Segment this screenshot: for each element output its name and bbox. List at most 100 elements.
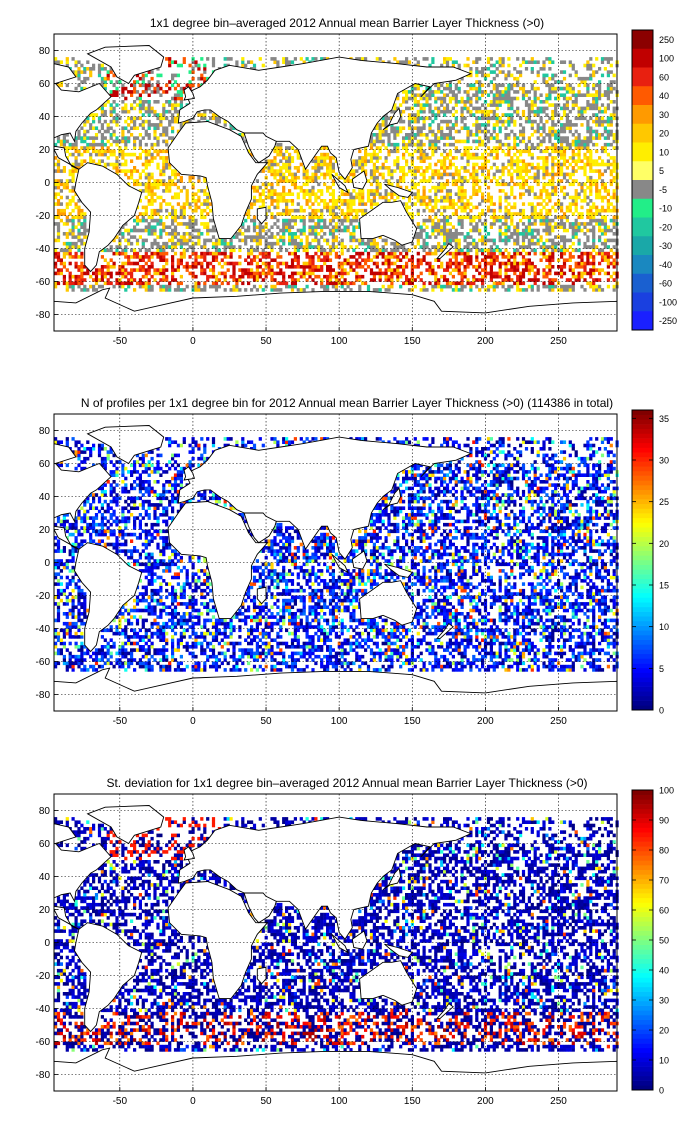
data-cell <box>469 103 473 107</box>
data-cell <box>74 245 78 249</box>
data-cell <box>328 162 333 167</box>
data-cell <box>290 265 295 269</box>
data-cell <box>475 245 479 249</box>
data-cell <box>510 265 514 269</box>
data-cell <box>203 80 207 84</box>
data-cell <box>489 116 493 121</box>
data-cell <box>314 228 318 233</box>
data-cell <box>103 265 107 269</box>
data-cell <box>179 100 183 104</box>
data-cell <box>276 179 280 183</box>
data-cell <box>486 103 491 107</box>
data-cell <box>501 100 505 104</box>
data-cell <box>551 119 555 124</box>
data-cell <box>293 238 297 243</box>
data-cell <box>475 248 479 253</box>
data-cell <box>478 80 482 84</box>
data-cell <box>527 225 531 229</box>
data-cell <box>554 189 558 193</box>
data-cell <box>483 126 488 130</box>
data-cell <box>454 103 458 107</box>
data-cell <box>460 126 464 130</box>
data-cell <box>445 265 450 269</box>
data-cell <box>504 222 508 226</box>
data-cell <box>352 202 356 206</box>
data-cell <box>211 57 216 61</box>
data-cell <box>317 189 321 193</box>
data-cell <box>156 179 160 183</box>
data-cell <box>203 258 207 262</box>
data-cell <box>89 70 93 74</box>
data-cell <box>173 212 178 216</box>
data-cell <box>416 83 420 88</box>
data-cell <box>507 208 511 213</box>
data-cell <box>533 228 537 233</box>
data-cell <box>405 162 409 167</box>
data-cell <box>121 169 125 173</box>
data-cell <box>124 162 128 167</box>
data-cell <box>475 255 479 259</box>
data-cell <box>560 274 564 279</box>
data-cell <box>173 106 178 111</box>
data-cell <box>536 212 540 216</box>
data-cell <box>331 241 335 246</box>
data-cell <box>396 271 400 276</box>
data-cell <box>463 255 467 259</box>
data-cell <box>270 189 274 193</box>
data-cell <box>156 73 160 78</box>
data-cell <box>513 159 517 163</box>
data-cell <box>562 159 567 163</box>
data-cell <box>510 235 514 239</box>
data-cell <box>475 265 479 269</box>
data-cell <box>71 189 75 193</box>
data-cell <box>80 70 84 74</box>
data-cell <box>571 156 575 160</box>
data-cell <box>419 93 423 97</box>
data-cell <box>486 116 491 121</box>
data-cell <box>381 271 385 276</box>
data-cell <box>165 83 169 88</box>
data-cell <box>469 133 473 137</box>
data-cell <box>407 189 412 193</box>
data-cell <box>232 245 236 249</box>
data-cell <box>443 228 447 233</box>
data-cell <box>340 192 344 196</box>
data-cell <box>331 169 335 173</box>
data-cell <box>466 90 470 94</box>
data-cell <box>264 261 268 266</box>
data-cell <box>481 172 485 177</box>
data-cell <box>326 288 330 292</box>
data-cell <box>448 149 452 154</box>
data-cell <box>200 215 204 220</box>
data-cell <box>495 146 499 150</box>
data-cell <box>551 86 555 91</box>
data-cell <box>548 218 552 223</box>
data-cell <box>138 255 142 259</box>
data-cell <box>361 162 365 167</box>
data-cell <box>109 248 113 253</box>
data-cell <box>159 202 163 206</box>
data-cell <box>340 251 344 256</box>
data-cell <box>89 126 93 130</box>
data-cell <box>443 185 447 190</box>
data-cell <box>466 215 470 220</box>
data-cell <box>492 288 496 292</box>
data-cell <box>469 261 473 266</box>
data-cell <box>364 162 368 167</box>
data-cell <box>232 235 236 239</box>
data-cell <box>483 76 488 81</box>
data-cell <box>290 192 295 196</box>
data-cell <box>89 146 93 150</box>
data-cell <box>384 113 388 117</box>
data-cell <box>288 265 292 269</box>
data-cell <box>153 123 157 127</box>
data-cell <box>203 225 207 229</box>
data-cell <box>197 199 201 203</box>
data-cell <box>182 232 186 236</box>
data-cell <box>560 146 564 150</box>
data-cell <box>384 274 388 279</box>
data-cell <box>562 235 567 239</box>
data-cell <box>326 251 330 256</box>
data-cell <box>422 156 426 160</box>
data-cell <box>440 212 444 216</box>
